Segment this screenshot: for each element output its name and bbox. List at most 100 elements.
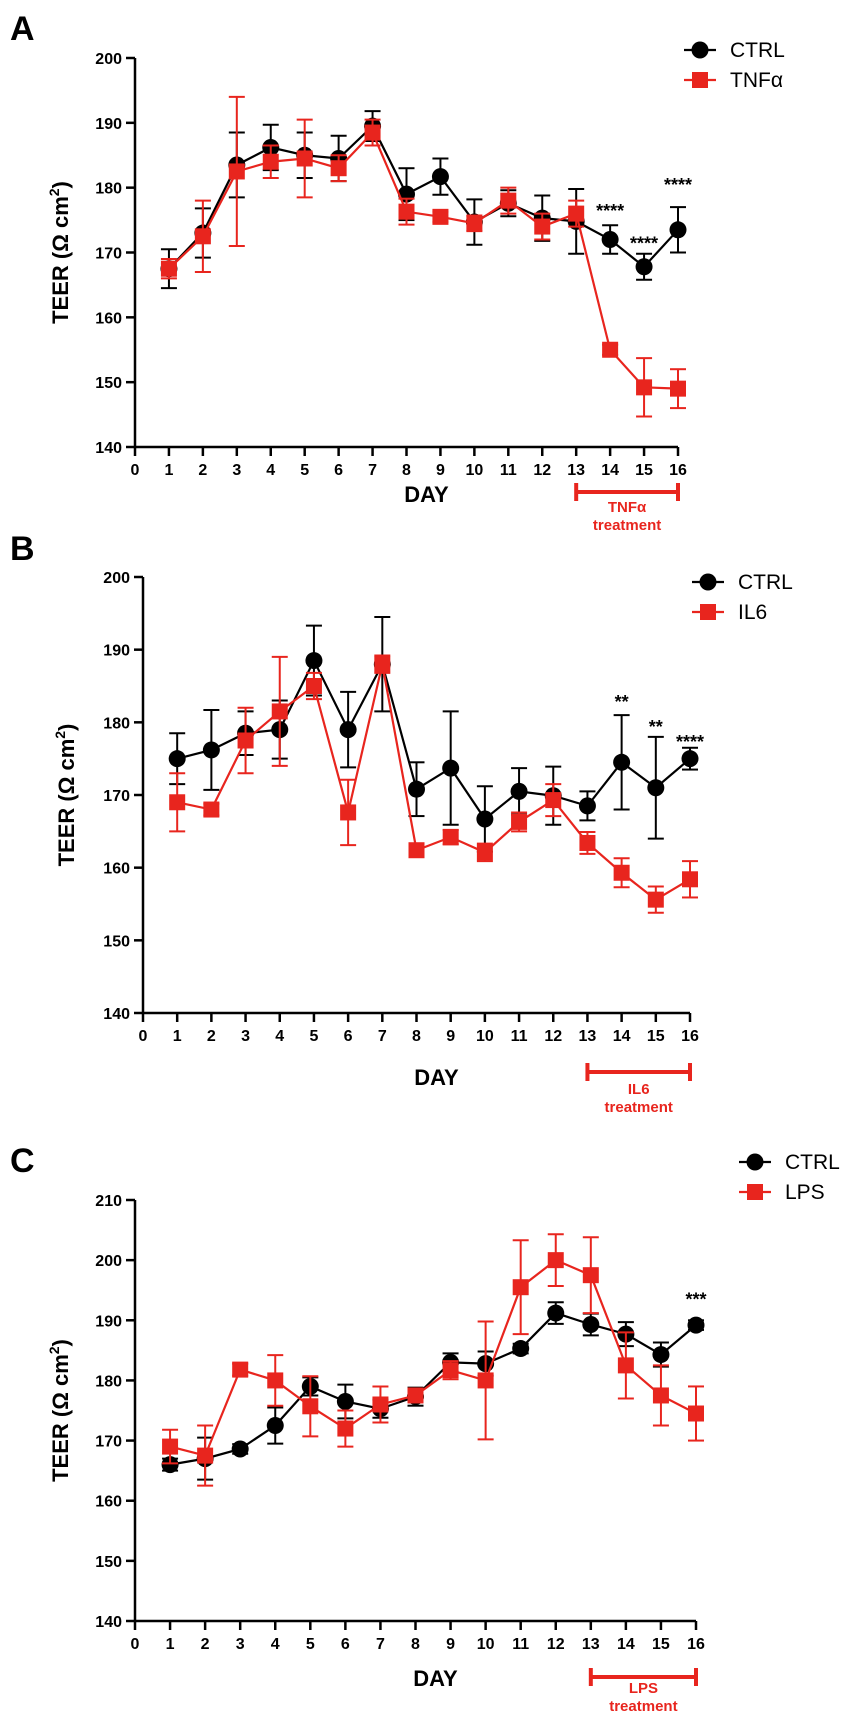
- data-point: [305, 652, 323, 670]
- treatment-bar: [574, 483, 680, 501]
- y-axis-title-close: ): [48, 181, 73, 188]
- x-tick-label: 10: [476, 1028, 494, 1045]
- x-tick-label: 4: [271, 1636, 280, 1653]
- x-tick-label: 3: [232, 462, 241, 479]
- significance-label: ****: [664, 175, 692, 195]
- x-tick-label: 10: [465, 462, 483, 479]
- x-tick-label: 16: [681, 1028, 699, 1045]
- treatment-label: IL6: [628, 1081, 650, 1098]
- x-tick-label: 14: [613, 1028, 631, 1045]
- data-point: [267, 1372, 284, 1389]
- legend-label: CTRL: [730, 39, 785, 62]
- data-point: [617, 1357, 634, 1374]
- x-tick-label: 14: [601, 462, 619, 479]
- y-axis-title-main: TEER (Ω cm: [54, 739, 79, 867]
- significance-label: ***: [685, 1289, 706, 1309]
- series-treated: [162, 1233, 704, 1487]
- legend-marker-square: [692, 72, 708, 88]
- legend: CTRL TNFα: [684, 39, 785, 92]
- data-point: [647, 891, 664, 908]
- x-tick-label: 8: [412, 1028, 421, 1045]
- data-point: [372, 1396, 389, 1413]
- y-tick-label: 150: [95, 1554, 122, 1571]
- legend-label: CTRL: [738, 571, 793, 594]
- x-tick-label: 5: [309, 1028, 318, 1045]
- treatment-label: LPS: [629, 1680, 658, 1697]
- x-tick-label: 3: [236, 1636, 245, 1653]
- x-tick-label: 5: [306, 1636, 315, 1653]
- series-line: [176, 658, 691, 821]
- x-tick-label: 15: [647, 1028, 665, 1045]
- data-point: [162, 1438, 179, 1455]
- legend-marker-square: [700, 604, 716, 620]
- x-tick-label: 2: [198, 462, 207, 479]
- data-point: [670, 380, 686, 397]
- series-ctrl: [160, 110, 687, 290]
- series-line: [169, 1258, 697, 1457]
- x-tick-label: 13: [579, 1028, 597, 1045]
- y-tick-label: 180: [95, 181, 122, 198]
- series-ctrl: [168, 615, 699, 853]
- legend-marker-circle: [699, 573, 717, 591]
- y-tick-label: 170: [95, 1434, 122, 1451]
- treatment-label-2: treatment: [609, 1698, 677, 1715]
- x-axis-title: DAY: [413, 1666, 458, 1691]
- y-tick-label: 140: [95, 440, 122, 457]
- data-point: [512, 1279, 529, 1296]
- data-point: [512, 1340, 530, 1358]
- x-tick-label: 16: [687, 1636, 705, 1653]
- data-point: [237, 732, 254, 749]
- data-point: [374, 656, 391, 673]
- series-treated: [160, 95, 686, 418]
- panel-label: A: [10, 10, 35, 48]
- y-tick-label: 190: [103, 643, 130, 660]
- significance-label: ****: [596, 201, 624, 221]
- x-tick-label: 1: [166, 1636, 175, 1653]
- series-ctrl: [161, 1301, 705, 1481]
- data-point: [635, 258, 653, 276]
- y-tick-label: 200: [95, 1253, 122, 1270]
- data-point: [636, 379, 653, 396]
- legend-marker-circle: [746, 1153, 764, 1171]
- data-point: [578, 797, 596, 815]
- data-point: [203, 801, 220, 818]
- y-tick-label: 140: [103, 1006, 130, 1023]
- data-point: [477, 1372, 494, 1389]
- x-tick-label: 2: [207, 1028, 216, 1045]
- data-point: [337, 1420, 354, 1437]
- series-line: [169, 1311, 697, 1466]
- data-point: [582, 1267, 599, 1284]
- treatment-bar: [585, 1063, 692, 1081]
- x-tick-label: 9: [436, 462, 445, 479]
- data-point: [579, 834, 596, 851]
- data-point: [339, 721, 357, 739]
- x-tick-label: 4: [266, 462, 275, 479]
- legend-label: IL6: [738, 601, 767, 624]
- data-point: [442, 829, 459, 846]
- y-axis-title-close: ): [54, 724, 79, 731]
- x-axis-title: DAY: [414, 1065, 459, 1090]
- data-point: [500, 192, 517, 209]
- legend-label: CTRL: [785, 1151, 840, 1174]
- x-tick-label: 2: [201, 1636, 210, 1653]
- data-point: [687, 1316, 705, 1334]
- treatment-label-2: treatment: [605, 1099, 673, 1116]
- series-line: [176, 663, 691, 901]
- series-line: [168, 124, 679, 270]
- panel-label: C: [10, 1142, 35, 1180]
- x-tick-label: 3: [241, 1028, 250, 1045]
- data-point: [364, 124, 381, 141]
- data-point: [340, 804, 357, 821]
- y-tick-label: 160: [95, 310, 122, 327]
- x-tick-label: 9: [446, 1028, 455, 1045]
- x-tick-label: 6: [334, 462, 343, 479]
- data-point: [271, 703, 288, 720]
- data-point: [547, 1252, 564, 1269]
- treatment-bar: [588, 1668, 698, 1686]
- y-tick-label: 170: [103, 788, 130, 805]
- panel-label: B: [10, 530, 35, 568]
- data-point: [266, 1417, 284, 1435]
- data-point: [613, 864, 630, 881]
- x-tick-label: 15: [652, 1636, 670, 1653]
